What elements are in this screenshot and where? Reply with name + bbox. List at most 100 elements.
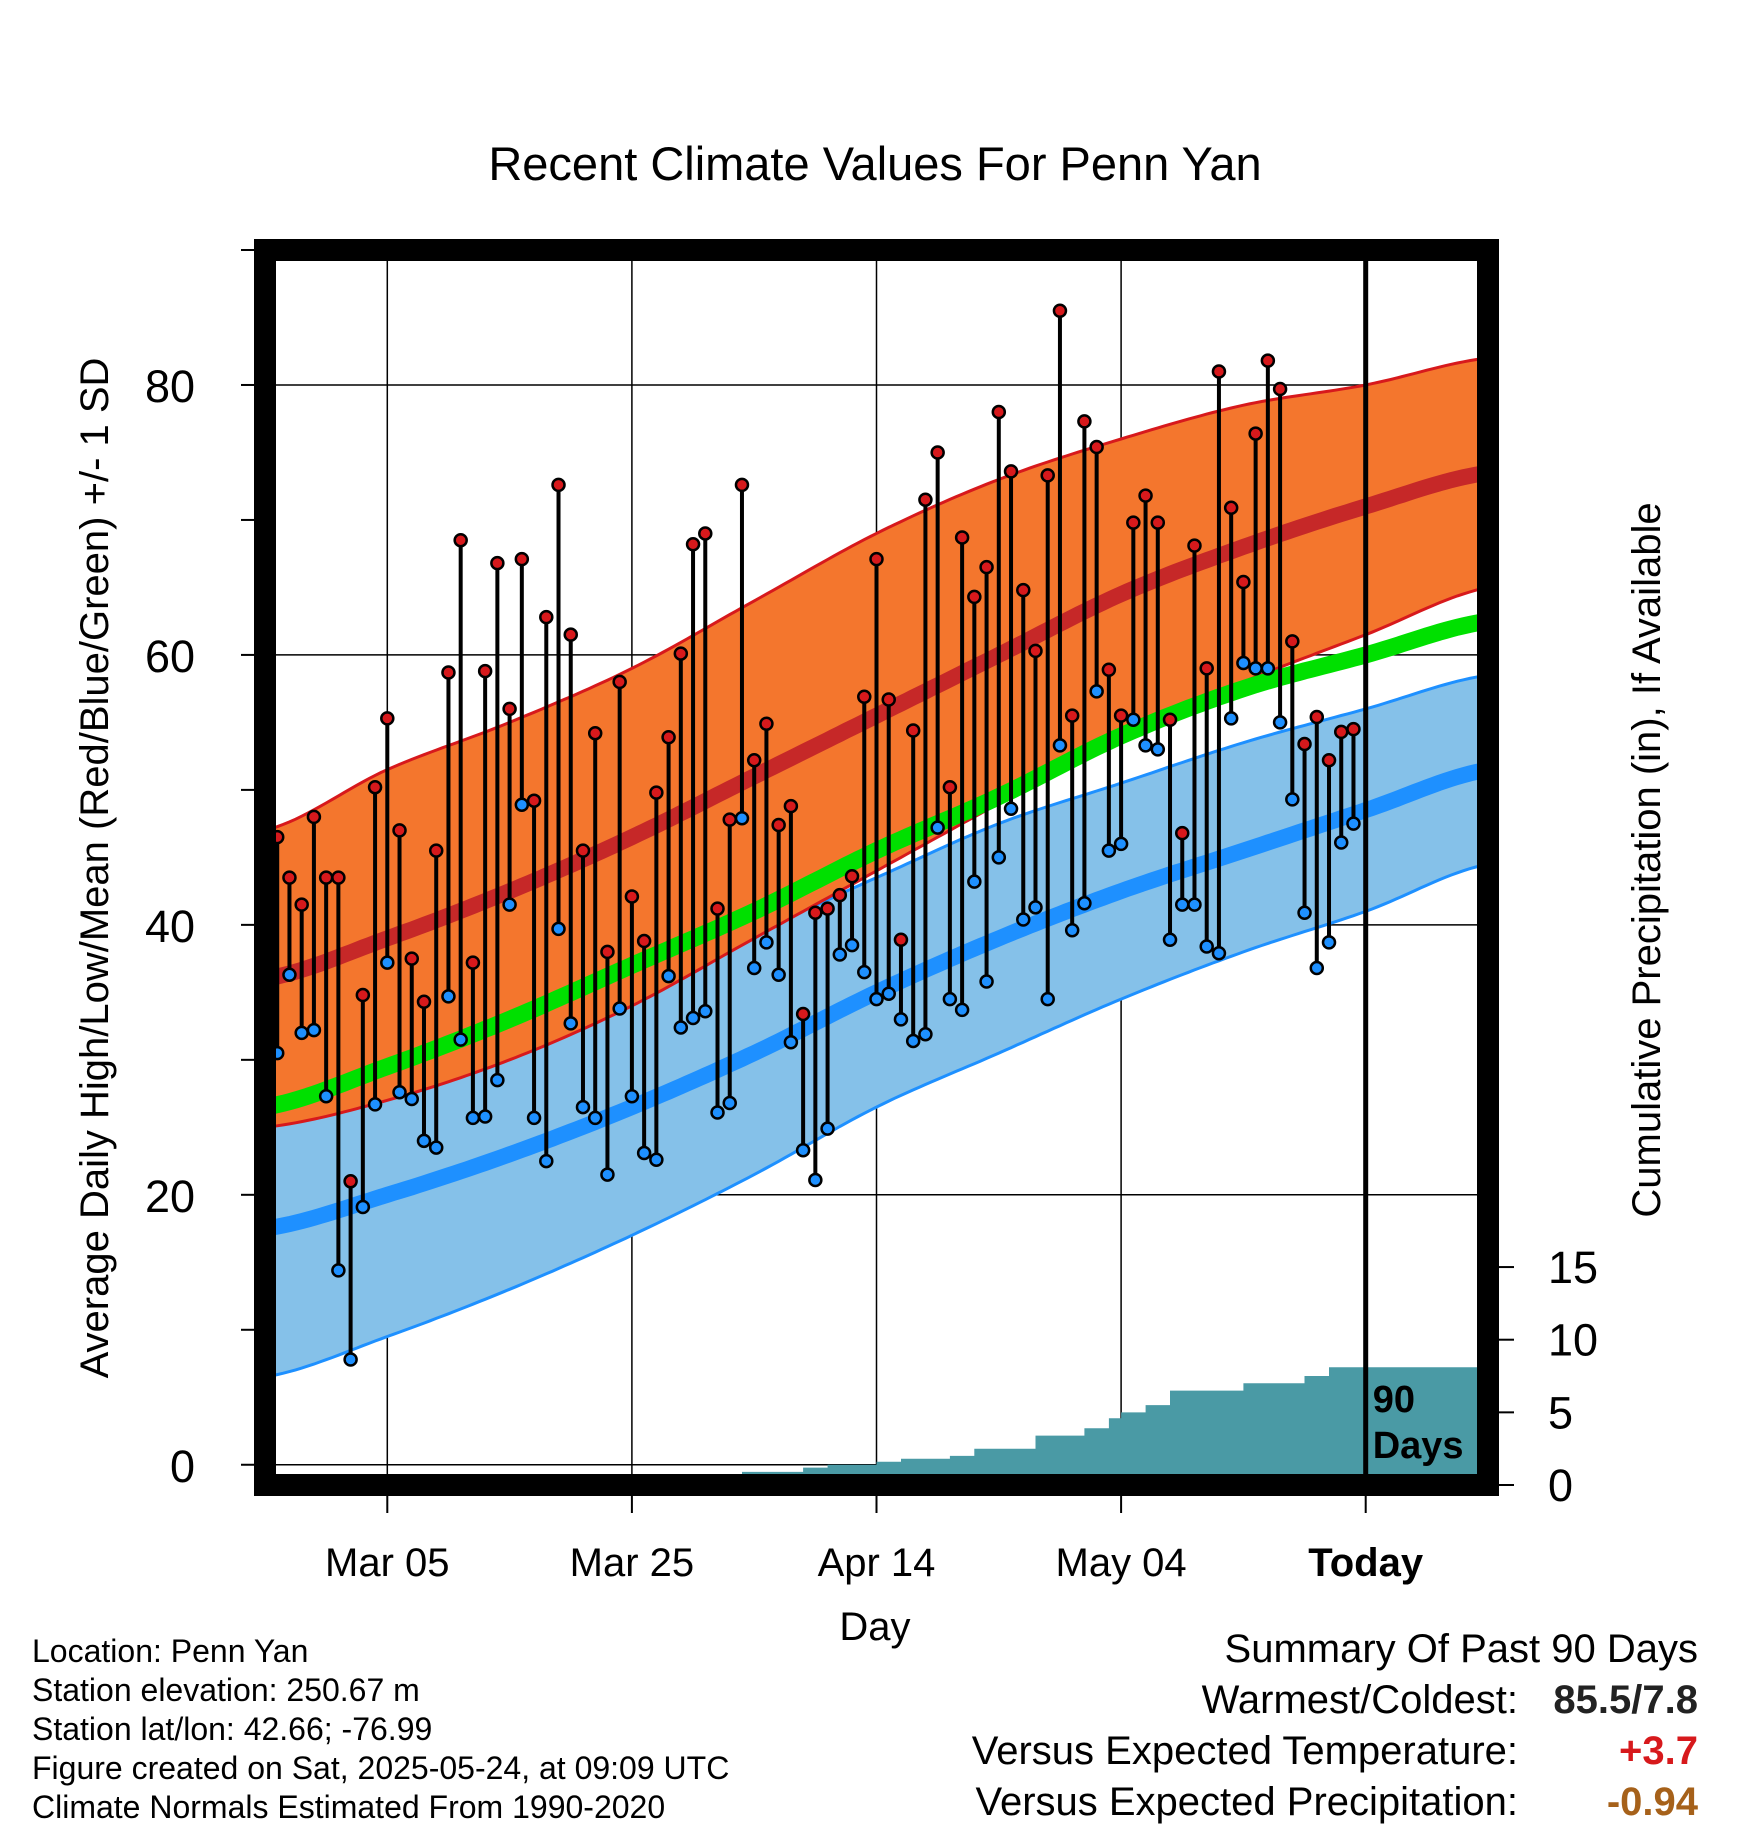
y2-tick-label: 15 <box>1548 1242 1598 1293</box>
daily-low-point <box>612 1001 627 1016</box>
x-tick-label: Today <box>1308 1541 1424 1585</box>
daily-high-point <box>1040 468 1055 483</box>
daily-low-point <box>575 1099 591 1115</box>
daily-high-point <box>404 951 420 966</box>
daily-low-point <box>1175 897 1190 912</box>
daily-low-point <box>661 968 676 984</box>
warmest-label: Warmest/Coldest: <box>1201 1678 1518 1722</box>
daily-low-point <box>746 960 762 976</box>
daily-high-point <box>746 752 762 768</box>
daily-high-point <box>1028 643 1043 659</box>
y2-axis-title: Cumulative Precipitation (in), If Availa… <box>1625 502 1669 1217</box>
daily-high-point <box>1272 381 1288 397</box>
daily-low-point <box>1321 935 1337 950</box>
daily-high-point <box>869 551 884 567</box>
daily-low-point <box>526 1110 542 1126</box>
daily-low-point <box>1223 711 1239 726</box>
temp-departure-label: Versus Expected Temperature: <box>971 1729 1518 1773</box>
daily-low-point <box>991 850 1007 865</box>
daily-high-point <box>649 785 664 800</box>
daily-low-point <box>918 1026 933 1042</box>
daily-high-point <box>1321 752 1337 768</box>
daily-low-point <box>367 1097 383 1112</box>
location-text: Location: Penn Yan <box>32 1633 309 1669</box>
daily-high-point <box>575 843 591 858</box>
x-tick-label: May 04 <box>1056 1541 1187 1585</box>
daily-high-point <box>783 798 799 814</box>
daily-high-point <box>380 711 395 726</box>
daily-low-point <box>502 897 517 912</box>
daily-low-point <box>808 1172 823 1188</box>
y-tick-label: 60 <box>145 631 195 682</box>
normals-text: Climate Normals Estimated From 1990-2020 <box>32 1789 666 1825</box>
daily-low-point <box>282 967 297 983</box>
daily-high-point <box>526 793 542 808</box>
daily-low-point <box>539 1153 554 1169</box>
daily-high-point <box>514 551 530 567</box>
daily-low-point <box>343 1352 358 1367</box>
daily-high-point <box>612 674 627 690</box>
daily-high-point <box>1236 574 1251 590</box>
daily-low-point <box>698 1003 713 1019</box>
daily-low-point <box>967 874 982 889</box>
summary-heading: Summary Of Past 90 Days <box>1224 1627 1698 1671</box>
daily-high-point <box>1016 582 1031 598</box>
daily-low-point <box>392 1084 407 1100</box>
daily-high-point <box>367 779 383 795</box>
daily-low-point <box>490 1072 505 1088</box>
daily-low-point <box>428 1140 444 1155</box>
today-days-label-2: Days <box>1373 1425 1464 1467</box>
daily-high-point <box>1162 712 1178 727</box>
daily-high-point <box>905 723 921 738</box>
daily-high-point <box>685 536 701 552</box>
daily-high-point <box>355 987 371 1003</box>
daily-high-point <box>1089 439 1104 455</box>
daily-high-point <box>1309 709 1325 725</box>
high-sd-band-upper-edge <box>265 356 1488 832</box>
y-axis-title: Average Daily High/Low/Mean (Red/Blue/Gr… <box>73 358 117 1379</box>
daily-high-point <box>465 955 481 970</box>
y-tick-label: 0 <box>170 1441 195 1492</box>
daily-high-point <box>1126 515 1141 530</box>
daily-high-point <box>832 887 848 903</box>
daily-low-point <box>783 1035 799 1050</box>
daily-high-point <box>991 404 1007 420</box>
daily-high-point <box>1223 500 1239 516</box>
daily-high-point <box>392 823 407 838</box>
daily-low-point <box>1126 712 1141 727</box>
daily-low-point <box>306 1022 322 1038</box>
daily-low-point <box>624 1089 640 1104</box>
summary-temp-row: Versus Expected Temperature: +3.7 <box>972 1726 1698 1777</box>
warmest-value: 85.5/7.8 <box>1553 1678 1698 1722</box>
y2-tick-label: 5 <box>1548 1387 1573 1438</box>
y2-tick-label: 10 <box>1548 1315 1598 1366</box>
daily-high-point <box>636 933 652 949</box>
daily-high-point <box>453 532 468 548</box>
daily-high-point <box>1260 353 1276 368</box>
daily-low-point <box>1003 801 1019 817</box>
daily-low-point <box>1248 661 1263 676</box>
daily-high-point <box>1346 721 1361 737</box>
daily-high-point <box>343 1174 358 1189</box>
daily-low-point <box>404 1091 420 1107</box>
daily-high-point <box>918 492 933 507</box>
daily-low-point <box>1052 738 1068 753</box>
daily-high-point <box>795 1006 811 1022</box>
daily-high-point <box>490 555 505 571</box>
daily-low-point <box>759 935 774 950</box>
daily-low-point <box>1150 742 1166 757</box>
daily-high-point <box>1187 538 1202 553</box>
daily-high-point <box>441 665 456 680</box>
daily-low-point <box>1040 991 1055 1007</box>
daily-high-point <box>1297 736 1312 752</box>
daily-low-point <box>1297 905 1312 920</box>
daily-high-point <box>587 725 603 741</box>
daily-low-point <box>1211 945 1227 961</box>
daily-high-point <box>1199 661 1214 676</box>
precip-area <box>265 1367 1488 1485</box>
daily-low-point <box>893 1012 909 1027</box>
temp-departure-value: +3.7 <box>1619 1729 1698 1773</box>
daily-low-point <box>514 797 530 812</box>
